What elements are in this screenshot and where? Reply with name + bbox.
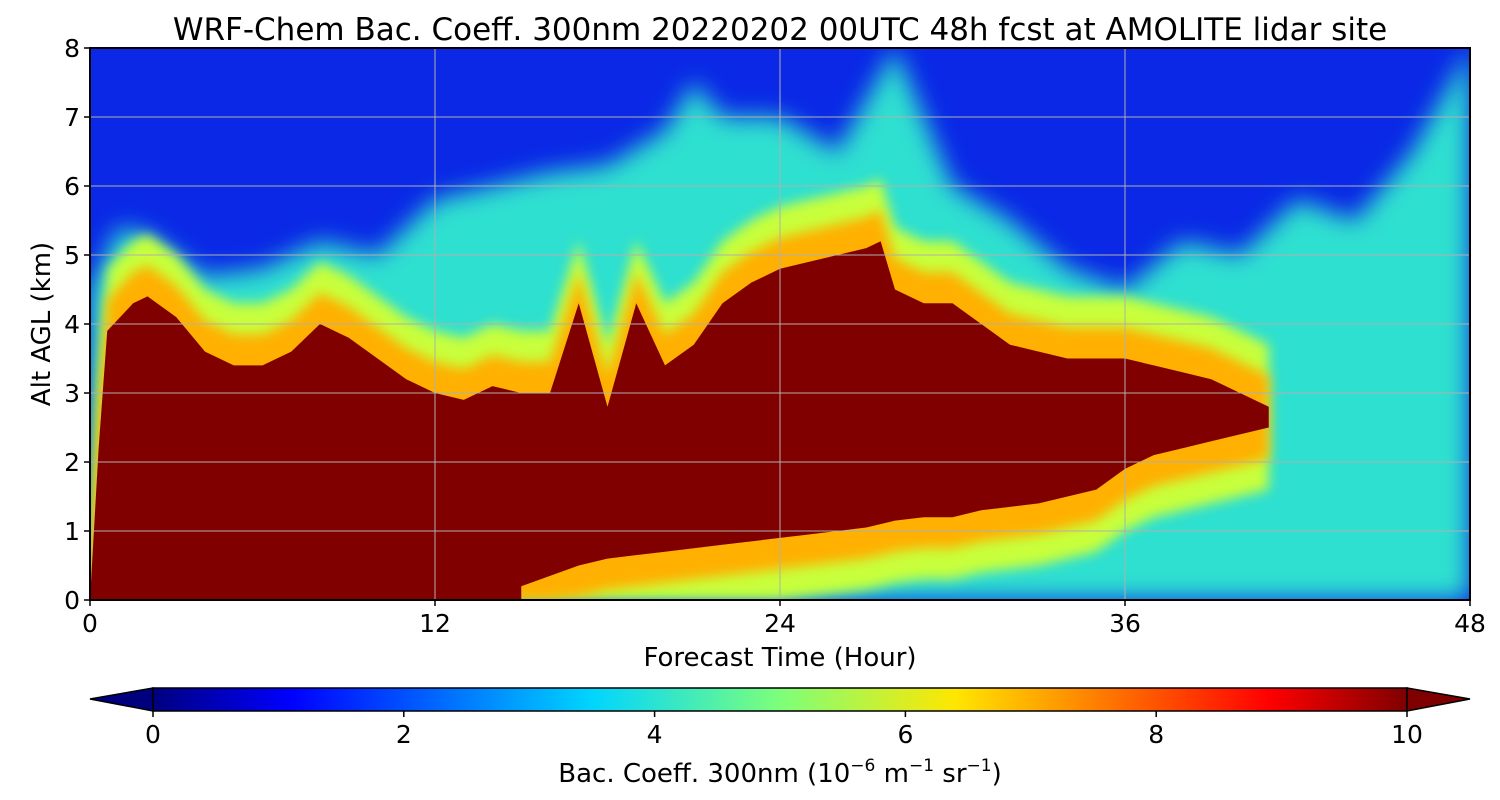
x-tick-label: 36 [1109,609,1141,638]
x-tick-label: 0 [82,609,98,638]
colorbar-extend-high [1406,687,1471,712]
x-tick-label: 12 [419,609,451,638]
colorbar-ticks: 0 2 4 6 8 10 [145,711,1423,749]
x-tick-label: 24 [764,609,796,638]
colorbar-tick-label: 6 [897,720,913,749]
colorbar-tick-label: 2 [396,720,412,749]
y-tick-label: 0 [64,586,80,615]
x-axis-label: Forecast Time (Hour) [643,643,916,673]
colorbar-extend-low [89,687,154,712]
plume-core [90,241,1269,600]
y-tick-label: 4 [64,310,80,339]
x-tick-label: 48 [1454,609,1486,638]
y-tick-label: 2 [64,448,80,477]
y-axis: 0 1 2 3 4 5 6 7 8 [64,34,90,615]
colorbar-tick-label: 8 [1148,720,1164,749]
y-tick-label: 5 [64,241,80,270]
chart-title: WRF-Chem Bac. Coeff. 300nm 20220202 00UT… [173,12,1387,48]
y-axis-label: Alt AGL (km) [27,242,57,406]
colorbar-tick-label: 0 [145,720,161,749]
colorbar-tick-label: 4 [647,720,663,749]
y-tick-label: 7 [64,103,80,132]
colorbar-label: Bac. Coeff. 300nm (10−6 m−1 sr−1) [558,756,1001,789]
y-tick-label: 1 [64,517,80,546]
colorbar: 0 2 4 6 8 10 Bac. Coeff. 300nm (10−6 m−1 sr−1… [89,687,1471,789]
colorbar-gradient [152,687,1408,712]
plot-area [90,48,1470,600]
grid [90,48,1470,600]
colorbar-tick-label: 10 [1391,720,1423,749]
y-tick-label: 3 [64,379,80,408]
y-tick-label: 6 [64,172,80,201]
y-tick-label: 8 [64,34,80,63]
x-axis: 0 12 24 36 48 [82,600,1486,638]
